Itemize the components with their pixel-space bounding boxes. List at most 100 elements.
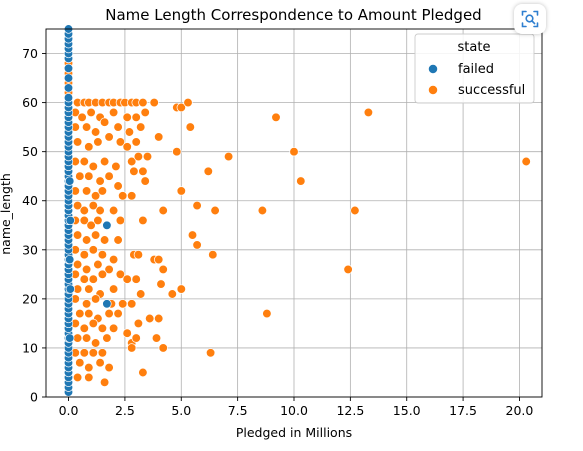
scatter-point-successful xyxy=(140,176,150,186)
legend-title: state xyxy=(458,40,491,55)
y-tick-label: 20 xyxy=(22,291,38,306)
scatter-point-failed xyxy=(63,93,74,103)
scatter-point-successful xyxy=(289,147,299,157)
y-tick-label: 30 xyxy=(22,242,38,257)
scatter-point-successful xyxy=(95,176,105,186)
ticks-layer: 0.0 2.5 5.0 7.5 10.0 12.5 15.0 17.5 20.0 0 10 20 30 4… xyxy=(22,46,533,418)
scatter-point-successful xyxy=(79,274,89,284)
scatter-point-successful xyxy=(138,97,148,108)
scatter-point-successful xyxy=(343,264,353,275)
legend-marker-failed xyxy=(428,64,438,74)
x-tick-label: 17.5 xyxy=(449,403,477,418)
scatter-point-successful xyxy=(88,245,98,255)
scatter-point-successful xyxy=(81,299,92,309)
scatter-point-successful xyxy=(118,191,128,201)
scatter-point-successful xyxy=(81,333,92,343)
scatter-point-successful xyxy=(108,107,119,118)
scatter-point-successful xyxy=(145,313,155,324)
scatter-point-successful xyxy=(154,254,164,265)
scatter-point-successful xyxy=(176,284,186,294)
scatter-point-successful xyxy=(86,107,96,118)
legend-box xyxy=(414,33,535,104)
scatter-point-successful xyxy=(104,362,114,373)
x-tick-label: 12.5 xyxy=(336,403,364,418)
scatter-point-failed xyxy=(102,220,112,230)
legend-label-successful: successful xyxy=(458,83,525,98)
scatter-point-successful xyxy=(138,215,148,226)
legend-marker-successful xyxy=(428,85,438,95)
scatter-point-successful xyxy=(140,107,150,118)
scan-button[interactable] xyxy=(514,4,546,34)
x-tick-label: 0.0 xyxy=(59,403,79,418)
scatter-point-successful xyxy=(127,343,137,353)
scatter-point-successful xyxy=(90,338,101,348)
scatter-point-successful xyxy=(88,161,98,172)
scatter-point-successful xyxy=(88,274,98,284)
scatter-point-successful xyxy=(84,362,94,373)
scatter-point-successful xyxy=(131,137,141,147)
scatter-point-successful xyxy=(115,137,126,147)
scatter-point-successful xyxy=(108,284,119,294)
scatter-point-successful xyxy=(113,235,123,245)
scatter-point-successful xyxy=(72,137,83,147)
y-tick-label: 10 xyxy=(22,340,38,355)
scatter-point-successful xyxy=(72,259,83,270)
scatter-point-successful xyxy=(113,181,123,191)
scatter-point-successful xyxy=(102,333,112,343)
y-tick-label: 60 xyxy=(22,95,38,110)
scatter-point-successful xyxy=(187,230,198,240)
x-tick-label: 5.0 xyxy=(171,403,191,418)
scatter-point-successful xyxy=(97,348,108,358)
scatter-point-successful xyxy=(172,147,182,157)
scatter-point-successful xyxy=(131,112,141,122)
scatter-point-successful xyxy=(104,171,114,181)
scatter-point-successful xyxy=(122,142,132,152)
scatter-point-successful xyxy=(158,264,168,275)
scatter-point-successful xyxy=(192,200,202,211)
scatter-point-successful xyxy=(77,112,87,122)
scatter-point-successful xyxy=(127,299,137,309)
scatter-point-successful xyxy=(84,284,94,294)
scatter-point-successful xyxy=(81,264,92,275)
scatter-point-successful xyxy=(113,308,123,319)
scatter-point-successful xyxy=(129,166,139,176)
scatter-point-successful xyxy=(122,328,132,338)
scatter-point-failed xyxy=(65,176,75,186)
scatter-point-successful xyxy=(81,186,92,196)
chart-title: Name Length Correspondence to Amount Ple… xyxy=(105,6,481,24)
scatter-point-successful xyxy=(90,294,101,304)
scatter-point-successful xyxy=(84,372,94,383)
y-tick-label: 50 xyxy=(22,144,38,159)
scatter-point-successful xyxy=(176,102,186,113)
scatter-point-successful xyxy=(521,156,531,167)
legend-label-failed: failed xyxy=(458,62,494,77)
scatter-point-successful xyxy=(79,323,89,333)
scatter-point-successful xyxy=(122,274,132,284)
y-tick-label: 40 xyxy=(22,193,38,208)
scatter-point-successful xyxy=(104,132,114,142)
scatter-point-successful xyxy=(97,269,108,279)
scatter-point-successful xyxy=(84,171,94,181)
scatter-point-successful xyxy=(115,215,126,226)
x-tick-label: 20.0 xyxy=(506,403,534,418)
scatter-point-successful xyxy=(93,137,103,147)
scatter-point-successful xyxy=(90,127,101,137)
scatter-point-failed xyxy=(65,254,75,265)
scatter-point-successful xyxy=(192,240,202,250)
x-tick-label: 15.0 xyxy=(393,403,421,418)
points-layer xyxy=(63,24,531,397)
scatter-point-successful xyxy=(205,348,216,358)
scatter-point-successful xyxy=(88,348,98,358)
scatter-point-successful xyxy=(88,200,98,211)
scatter-point-successful xyxy=(133,250,144,260)
scatter-point-successful xyxy=(79,205,89,216)
scatter-point-successful xyxy=(97,323,108,333)
scatter-point-successful xyxy=(136,122,146,132)
scatter-point-successful xyxy=(79,156,89,167)
scatter-point-successful xyxy=(99,117,110,127)
scatter-point-failed xyxy=(65,333,75,343)
scatter-point-successful xyxy=(350,205,360,216)
scatter-point-failed xyxy=(65,215,75,226)
scatter-point-successful xyxy=(131,274,141,284)
